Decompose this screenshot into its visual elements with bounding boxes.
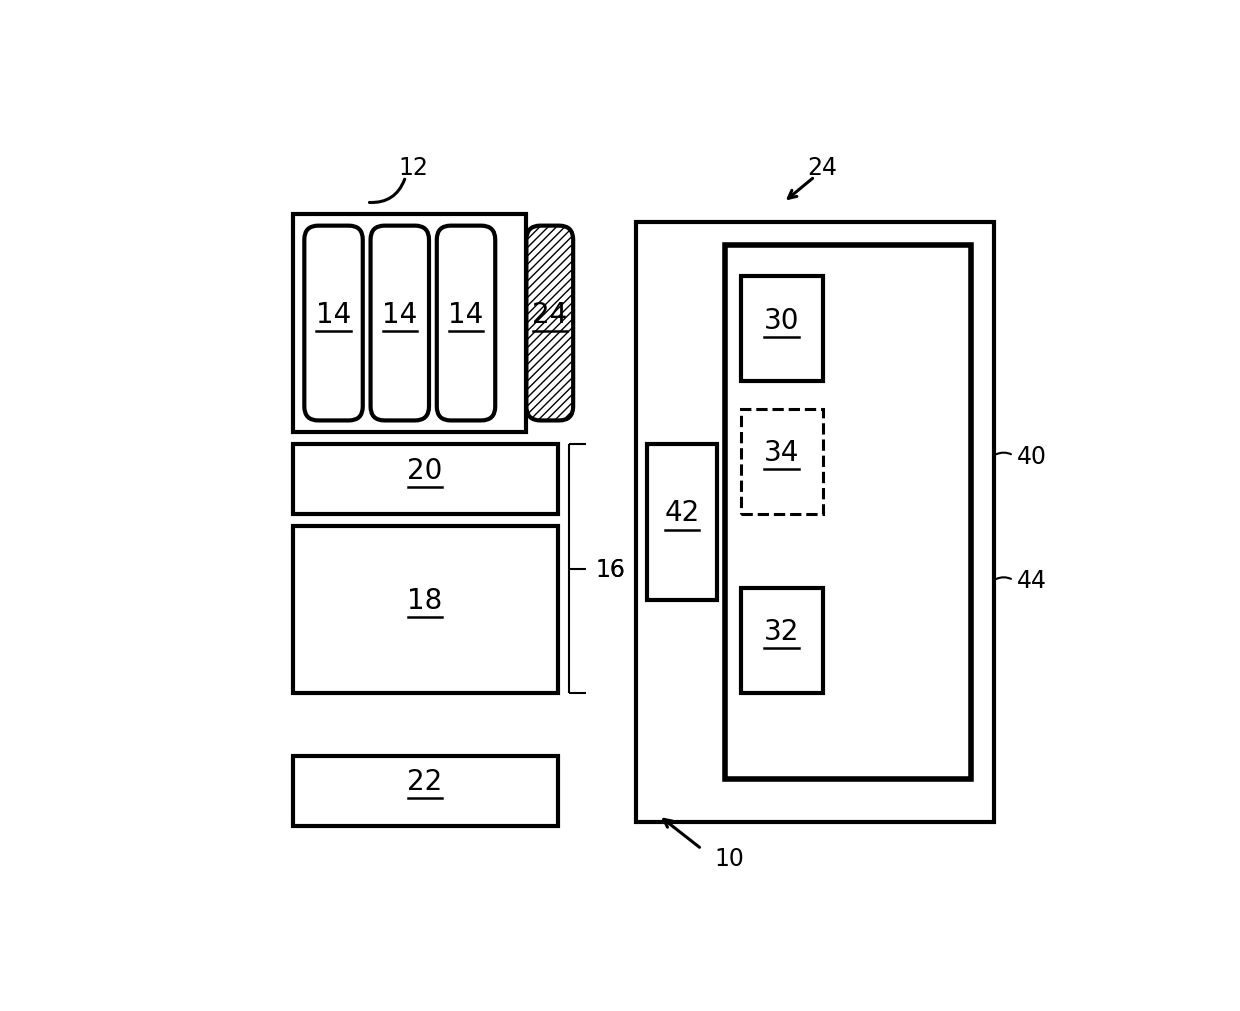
Text: 24: 24 <box>807 156 837 180</box>
Text: 14: 14 <box>449 300 484 329</box>
Text: 18: 18 <box>408 586 443 615</box>
Bar <box>635 222 994 822</box>
Text: 34: 34 <box>764 439 800 466</box>
Bar <box>740 588 822 694</box>
Bar <box>293 756 558 826</box>
Bar <box>293 214 527 433</box>
FancyBboxPatch shape <box>527 226 573 421</box>
Text: 14: 14 <box>382 300 418 329</box>
FancyBboxPatch shape <box>304 226 363 421</box>
Bar <box>740 277 822 382</box>
Bar <box>740 409 822 515</box>
FancyBboxPatch shape <box>371 226 429 421</box>
FancyBboxPatch shape <box>436 226 495 421</box>
Text: 42: 42 <box>665 498 699 527</box>
Bar <box>725 246 971 779</box>
Text: 24: 24 <box>532 300 568 329</box>
Text: 14: 14 <box>316 300 351 329</box>
Text: 30: 30 <box>764 306 800 335</box>
Bar <box>293 445 558 515</box>
Text: 16: 16 <box>595 557 626 581</box>
Text: 12: 12 <box>398 156 428 180</box>
Text: 10: 10 <box>714 846 744 870</box>
Text: 40: 40 <box>1017 444 1048 468</box>
Text: 44: 44 <box>1017 568 1048 592</box>
Bar <box>647 445 717 601</box>
Bar <box>293 526 558 694</box>
Text: 16: 16 <box>595 557 626 581</box>
Text: 20: 20 <box>408 456 443 484</box>
Text: 22: 22 <box>408 767 443 796</box>
Text: 32: 32 <box>764 618 800 646</box>
